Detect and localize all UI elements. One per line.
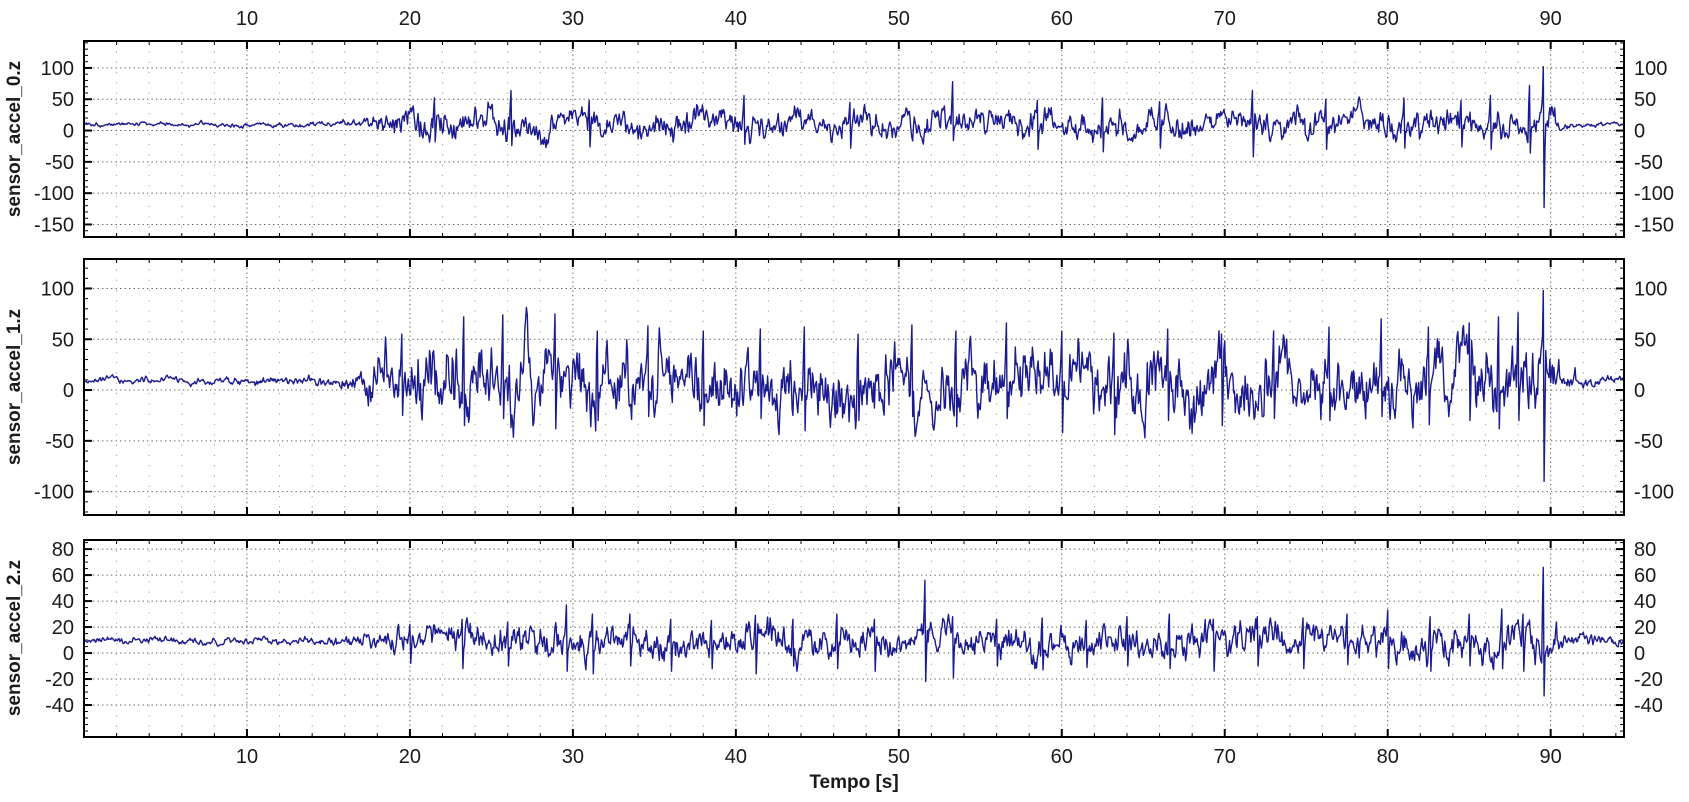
y-tick-label: -20 — [1634, 669, 1663, 691]
signal-trace-0 — [85, 65, 1623, 209]
y-tick-label: 20 — [1634, 617, 1656, 639]
x-bottom-tick-labels: 10 20 30 40 50 60 70 80 90 — [236, 746, 1562, 768]
x-tick-label: 30 — [562, 8, 584, 30]
y-axis-title-panel-1: sensor_accel_1.z — [4, 308, 25, 466]
y-axis-title-panel-2: sensor_accel_2.z — [4, 559, 25, 717]
y-tick-label: 0 — [63, 380, 74, 402]
y-tick-label: -50 — [45, 431, 74, 453]
y-tick-label: -100 — [34, 183, 74, 205]
y-tick-label: 50 — [1634, 89, 1656, 111]
y-tick-label: 100 — [41, 58, 74, 80]
y-tick-label: 40 — [1634, 591, 1656, 613]
y-tick-label: 80 — [52, 539, 74, 561]
y-tick-label: 0 — [63, 643, 74, 665]
x-tick-label: 70 — [1214, 8, 1236, 30]
panel-2-y-tick-labels-left: 80 60 40 20 0 -20 -40 — [45, 539, 74, 717]
y-tick-label: 40 — [52, 591, 74, 613]
y-tick-label: 100 — [1634, 278, 1667, 300]
y-tick-label: -50 — [45, 152, 74, 174]
x-tick-label: 80 — [1377, 8, 1399, 30]
y-tick-label: -150 — [34, 214, 74, 236]
y-tick-label: 60 — [1634, 565, 1656, 587]
y-tick-label: -150 — [1634, 214, 1674, 236]
y-tick-label: -100 — [1634, 183, 1674, 205]
y-tick-label: 50 — [52, 329, 74, 351]
x-tick-label: 30 — [562, 746, 584, 768]
x-tick-label: 80 — [1377, 746, 1399, 768]
y-tick-label: -40 — [1634, 695, 1663, 717]
panel-0: 100 50 0 -50 -100 -150 100 50 0 -50 -100 -150 — [34, 40, 1674, 238]
x-tick-label: 90 — [1540, 8, 1562, 30]
x-tick-label: 60 — [1051, 8, 1073, 30]
panel-1-border — [83, 258, 1625, 516]
y-tick-label: -50 — [1634, 431, 1663, 453]
x-tick-label: 50 — [888, 8, 910, 30]
y-tick-label: -20 — [45, 669, 74, 691]
x-tick-label: 10 — [236, 8, 258, 30]
y-tick-label: -100 — [34, 482, 74, 504]
x-axis-title: Tempo [s] — [809, 772, 899, 793]
y-tick-label: 50 — [1634, 329, 1656, 351]
x-tick-label: 70 — [1214, 746, 1236, 768]
x-tick-label: 90 — [1540, 746, 1562, 768]
x-tick-label: 40 — [725, 8, 747, 30]
panel-0-grid — [84, 41, 1624, 237]
y-tick-label: 50 — [52, 89, 74, 111]
panel-0-y-tick-labels-right: 100 50 0 -50 -100 -150 — [1634, 58, 1674, 237]
panel-1-y-tick-labels-left: 100 50 0 -50 -100 — [34, 278, 74, 503]
panel-2-y-tick-labels-right: 80 60 40 20 0 -20 -40 — [1634, 539, 1663, 717]
y-tick-label: 0 — [1634, 643, 1645, 665]
x-tick-label: 20 — [399, 746, 421, 768]
y-tick-label: 80 — [1634, 539, 1656, 561]
y-tick-label: 0 — [1634, 121, 1645, 143]
panel-2-border — [83, 539, 1625, 738]
y-tick-label: 100 — [41, 278, 74, 300]
panel-2-ticks — [84, 540, 1624, 737]
panel-0-ticks — [84, 41, 1624, 238]
y-tick-label: 100 — [1634, 58, 1667, 80]
x-tick-label: 10 — [236, 746, 258, 768]
panel-2: 80 60 40 20 0 -20 -40 80 60 40 20 0 -20 -40 — [45, 539, 1663, 738]
panel-1: 100 50 0 -50 -100 100 50 0 -50 -100 — [34, 258, 1674, 516]
panel-1-grid — [84, 259, 1624, 515]
y-tick-label: 0 — [1634, 380, 1645, 402]
panel-1-y-tick-labels-right: 100 50 0 -50 -100 — [1634, 278, 1674, 503]
y-tick-label: -50 — [1634, 152, 1663, 174]
y-tick-label: -100 — [1634, 482, 1674, 504]
y-tick-label: 0 — [63, 121, 74, 143]
x-tick-label: 20 — [399, 8, 421, 30]
y-tick-label: 60 — [52, 565, 74, 587]
x-tick-label: 40 — [725, 746, 747, 768]
panel-2-grid — [84, 540, 1624, 737]
x-tick-label: 50 — [888, 746, 910, 768]
panel-0-border — [83, 40, 1625, 238]
signal-trace-2 — [85, 566, 1623, 697]
x-tick-label: 60 — [1051, 746, 1073, 768]
x-top-tick-labels: 10 20 30 40 50 60 70 80 90 — [236, 8, 1562, 30]
panel-0-y-tick-labels-left: 100 50 0 -50 -100 -150 — [34, 58, 74, 237]
signal-trace-1 — [85, 289, 1623, 483]
panel-1-ticks — [84, 259, 1624, 515]
y-tick-label: -40 — [45, 695, 74, 717]
y-tick-label: 20 — [52, 617, 74, 639]
y-axis-title-panel-0: sensor_accel_0.z — [4, 60, 25, 218]
